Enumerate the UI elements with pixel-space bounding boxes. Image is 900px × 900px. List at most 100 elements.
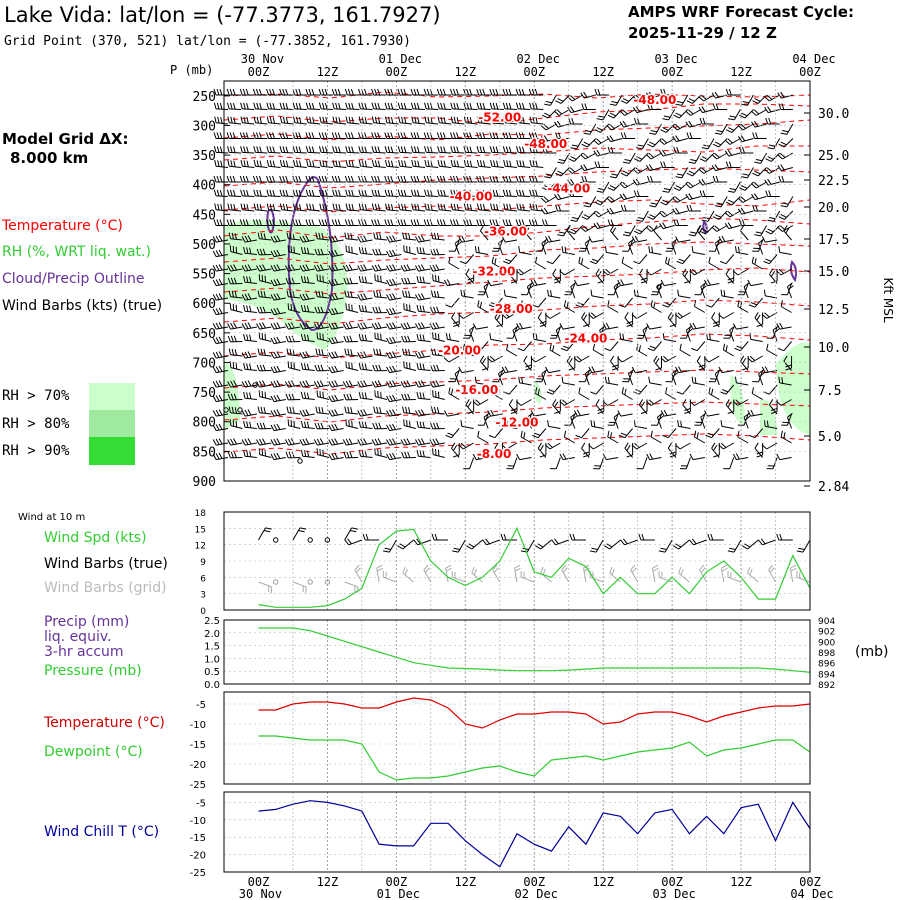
barb-staff: [557, 196, 570, 201]
barb-flag: [316, 380, 321, 387]
barb-flag: [319, 380, 324, 387]
barb-staff: [779, 251, 792, 255]
wind-barb: [243, 246, 257, 255]
barb-flag: [410, 88, 414, 96]
wind-barb: [266, 203, 281, 212]
barb-flag: [361, 160, 365, 167]
barb-flag: [619, 121, 625, 128]
barb-flag: [422, 363, 425, 370]
barb-flag: [363, 235, 368, 242]
barb-flag: [266, 146, 270, 153]
barb-flag: [537, 442, 542, 449]
barb-staff: [723, 349, 734, 357]
barb-flag: [673, 146, 677, 154]
barb-flag: [334, 235, 339, 242]
wind-barb: [243, 362, 257, 371]
barb-flag: [649, 214, 656, 218]
barb-flag: [660, 88, 664, 96]
wind-barb: [503, 384, 518, 395]
barb-flag: [386, 352, 391, 359]
wind-barb: [415, 409, 431, 417]
barb-flag: [611, 173, 618, 176]
barb-flag: [594, 88, 598, 96]
barb-staff: [508, 273, 518, 284]
barb-flag: [230, 438, 235, 445]
wind-barb: [437, 146, 452, 154]
wind-barb: [332, 189, 347, 197]
barb-staff: [754, 428, 764, 439]
barb-staff: [678, 109, 689, 119]
barb-flag: [282, 132, 286, 139]
barb-staff: [439, 122, 452, 125]
wind-barb: [279, 102, 294, 110]
barb-flag: [233, 438, 237, 445]
barb-flag: [331, 366, 336, 373]
wind-barb: [673, 181, 689, 191]
barb-flag: [682, 268, 687, 275]
barb-flag: [410, 102, 414, 110]
barb-flag: [537, 388, 540, 396]
barb-staff: [294, 108, 307, 110]
barb-staff: [723, 312, 734, 319]
barb-flag: [358, 189, 361, 197]
isotherm-line: [223, 433, 811, 455]
barb-staff: [630, 569, 639, 583]
barb-flag: [724, 139, 731, 145]
wind-barb: [476, 189, 491, 197]
wind-barb: [270, 423, 286, 432]
wind-barb: [580, 225, 597, 232]
barb-staff: [577, 283, 590, 287]
barb-flag: [787, 282, 793, 288]
barb-staff: [423, 569, 432, 583]
barb-flag: [559, 323, 564, 330]
wind-barb: [328, 278, 344, 287]
barb-flag: [463, 102, 467, 110]
barb-flag: [243, 102, 246, 110]
barb-flag: [386, 366, 391, 373]
barb-flag: [463, 219, 467, 226]
barb-flag: [308, 132, 312, 139]
barb-staff: [447, 338, 460, 342]
barb-flag: [212, 236, 217, 243]
barb-flag: [458, 366, 463, 373]
barb-flag: [542, 114, 549, 119]
barb-flag: [597, 280, 604, 284]
wind-barb: [253, 203, 268, 212]
barb-flag: [711, 154, 718, 160]
barb-flag: [537, 312, 542, 319]
barb-flag: [389, 337, 393, 344]
barb-flag: [543, 207, 549, 214]
barb-flag: [575, 304, 582, 308]
barb-flag: [422, 334, 425, 341]
barb-flag: [519, 322, 524, 329]
wind-barb: [415, 264, 431, 272]
barb-flag: [581, 312, 586, 319]
barb-flag: [451, 442, 456, 449]
wind-barb: [559, 399, 576, 406]
barb-flag: [763, 289, 766, 296]
barb-flag: [505, 132, 509, 139]
barb-flag: [364, 146, 367, 153]
wind-barb: [313, 438, 330, 446]
barb-flag: [761, 366, 766, 373]
barb-flag: [694, 377, 697, 384]
barb-flag: [365, 533, 369, 541]
barb-flag: [516, 116, 519, 123]
wind-barb: [682, 399, 691, 415]
pressure-tick-label: 800: [193, 416, 216, 431]
barb-flag: [744, 415, 751, 421]
barb-flag: [466, 203, 470, 211]
wind-barb: [647, 175, 662, 183]
wind-barb: [386, 264, 402, 272]
barb-flag: [397, 132, 401, 139]
barb-flag: [535, 117, 538, 124]
barb-flag: [407, 393, 411, 400]
wind-barb: [476, 219, 491, 226]
barb-flag: [357, 294, 362, 301]
barb-flag: [345, 322, 350, 329]
wind-barb: [494, 312, 503, 328]
barb-flag: [377, 117, 381, 124]
barb-flag: [410, 132, 414, 139]
barb-flag: [576, 409, 581, 416]
barb-flag: [424, 159, 427, 167]
